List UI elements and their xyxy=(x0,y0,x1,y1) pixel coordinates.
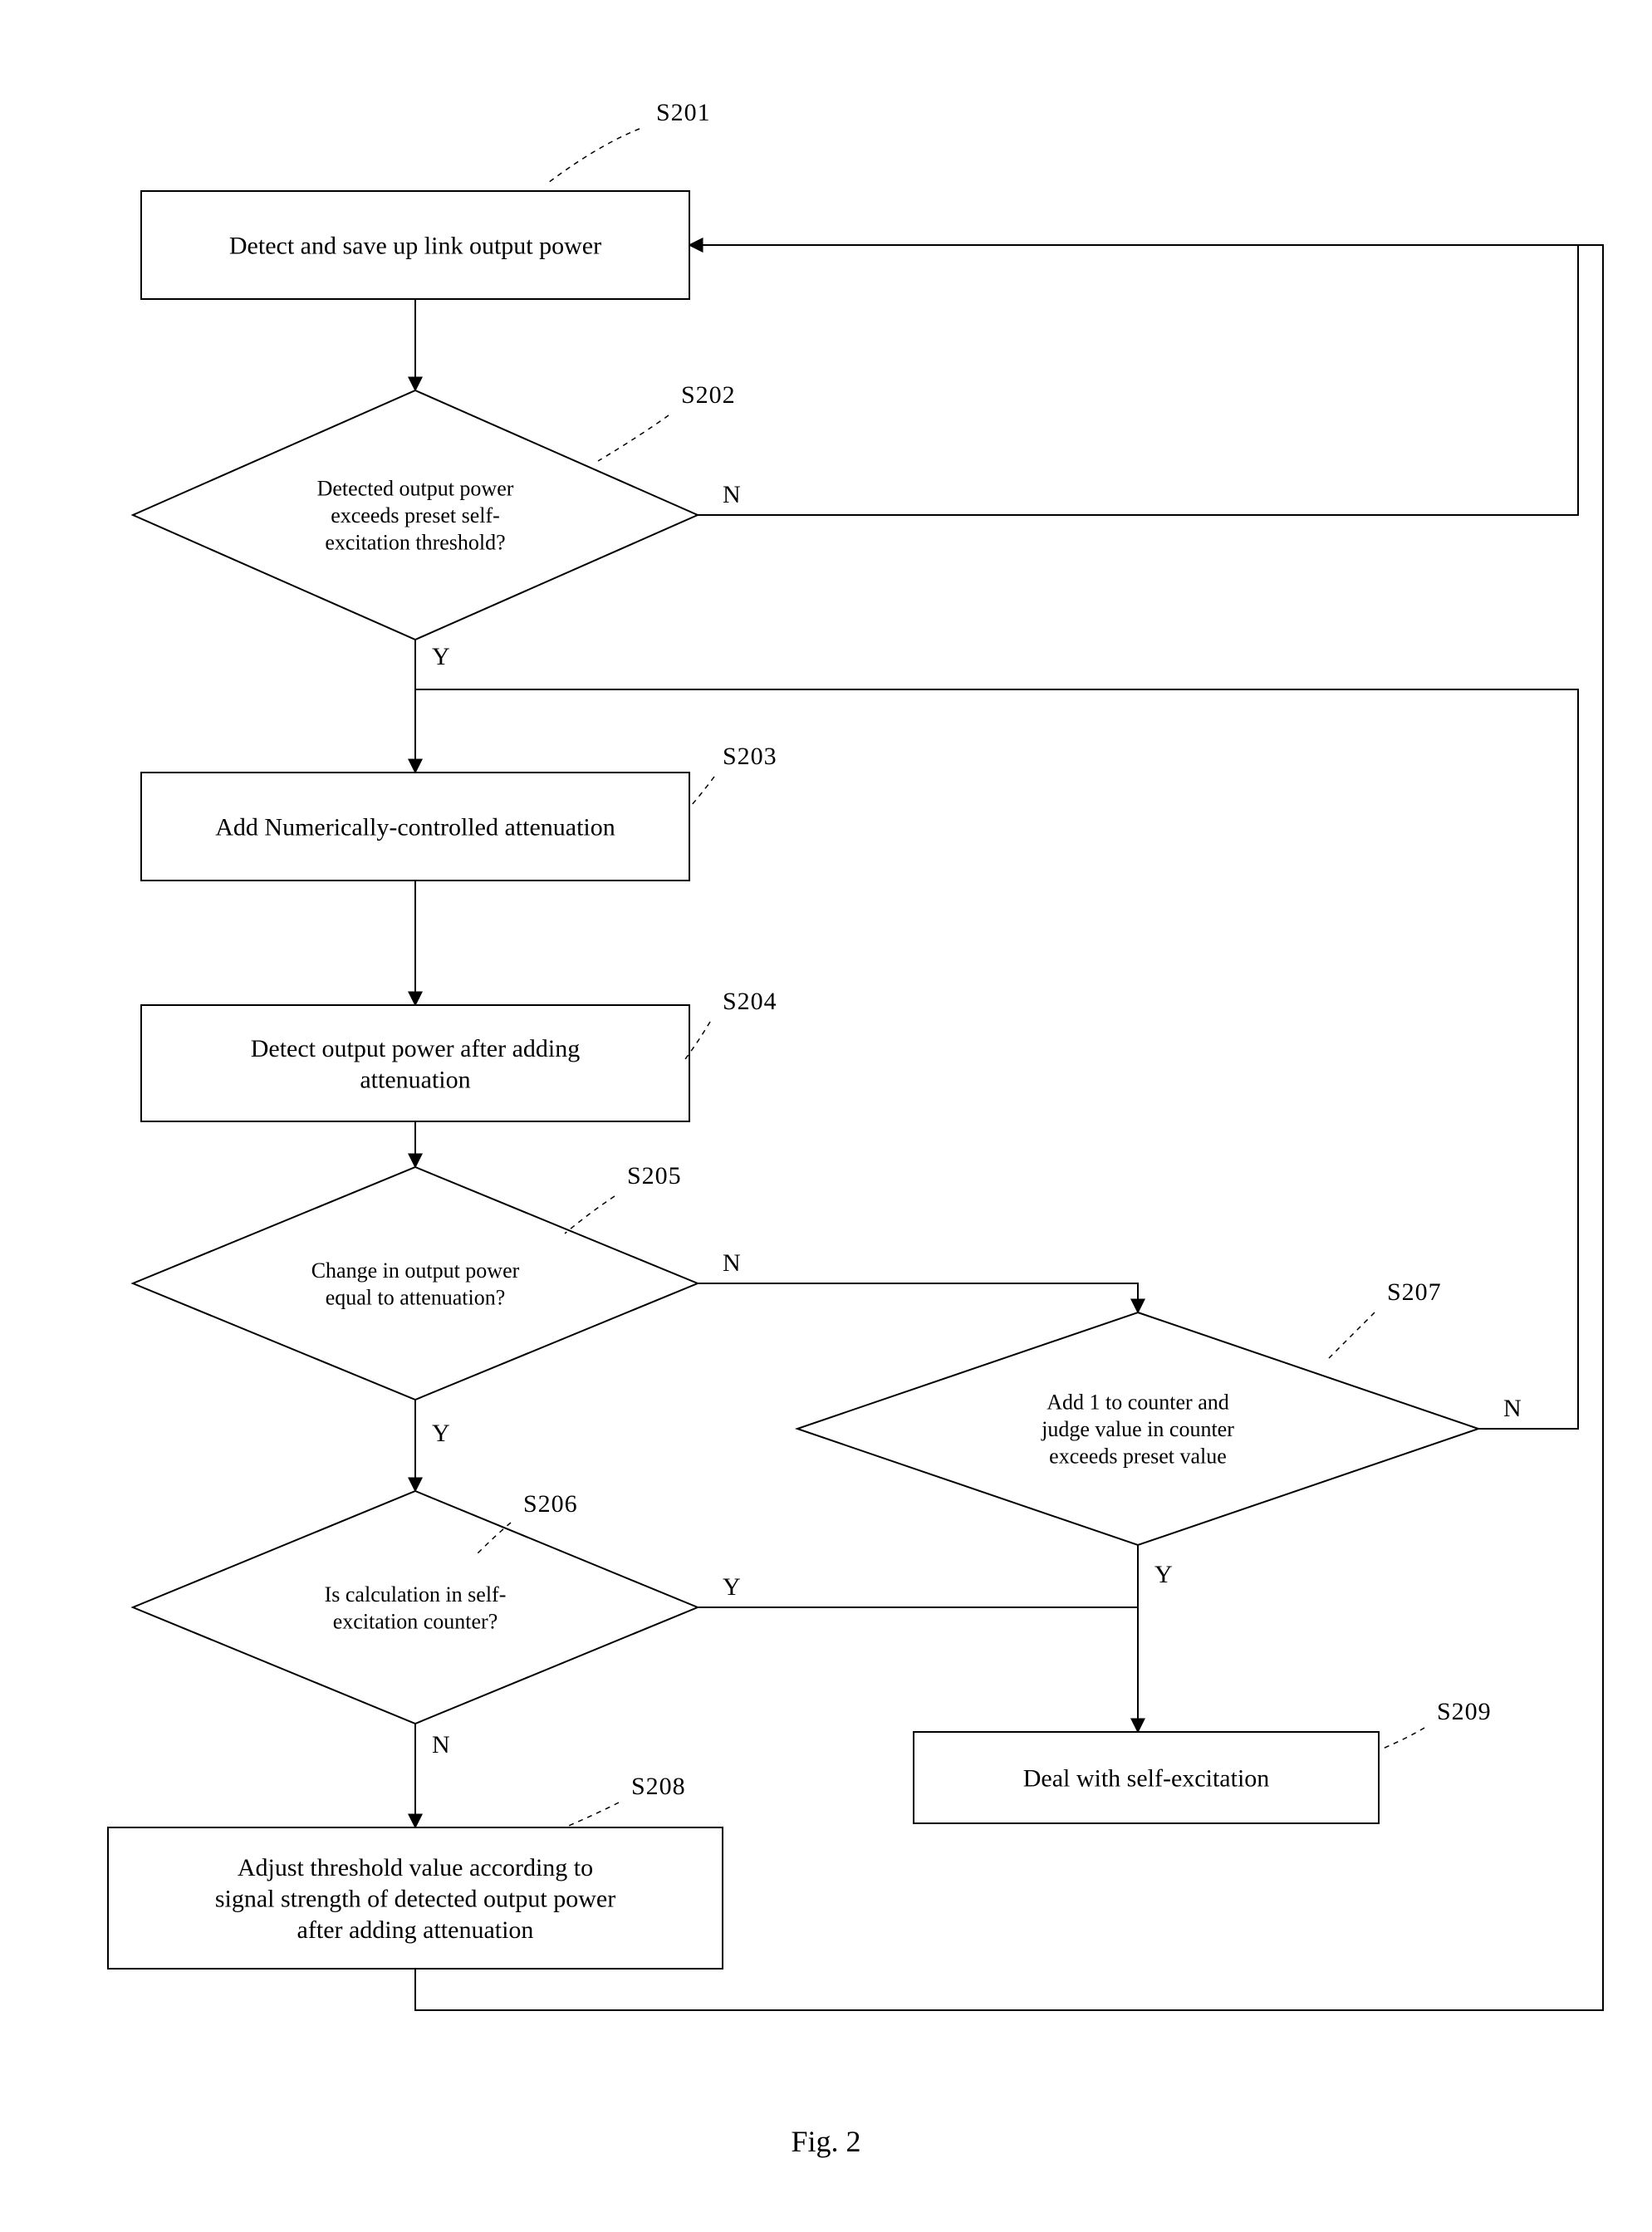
leader-s205 xyxy=(565,1196,615,1234)
node-n206-line0: Is calculation in self- xyxy=(325,1582,507,1607)
label-s202-n: N xyxy=(723,481,741,508)
leader-s203 xyxy=(691,777,714,806)
node-n208-line0: Adjust threshold value according to xyxy=(238,1854,593,1881)
step-s202: S202 xyxy=(681,381,736,409)
label-s202-y: Y xyxy=(432,643,450,670)
node-n205-line0: Change in output power xyxy=(311,1258,520,1283)
node-n204-line1: attenuation xyxy=(360,1066,470,1093)
node-n201-line0: Detect and save up link output power xyxy=(229,233,601,260)
step-s205: S205 xyxy=(627,1162,682,1190)
node-n206-line1: excitation counter? xyxy=(333,1609,498,1633)
step-s209: S209 xyxy=(1437,1698,1492,1725)
node-n202-line1: exceeds preset self- xyxy=(331,503,500,527)
node-n207-line0: Add 1 to counter and xyxy=(1047,1391,1229,1415)
step-s204: S204 xyxy=(723,988,777,1015)
node-n208-line2: after adding attenuation xyxy=(297,1916,534,1944)
node-n206 xyxy=(133,1491,698,1724)
node-n204 xyxy=(141,1005,689,1121)
figure-caption: Fig. 2 xyxy=(791,2125,860,2158)
node-n202-line2: excitation threshold? xyxy=(325,531,505,555)
step-s203: S203 xyxy=(723,743,777,770)
node-n207-line1: judge value in counter xyxy=(1041,1417,1234,1441)
leader-s202 xyxy=(598,415,669,461)
node-n205 xyxy=(133,1167,698,1400)
leader-s209 xyxy=(1383,1728,1424,1749)
node-n202-line0: Detected output power xyxy=(317,477,514,501)
label-s206-y: Y xyxy=(723,1573,741,1601)
node-n208-line1: signal strength of detected output power xyxy=(215,1886,615,1913)
step-s201: S201 xyxy=(656,99,711,126)
label-s205-y: Y xyxy=(432,1420,450,1447)
label-s207-y: Y xyxy=(1154,1561,1173,1588)
leader-s201 xyxy=(548,129,640,183)
node-n205-line1: equal to attenuation? xyxy=(326,1285,506,1309)
node-n209-line0: Deal with self-excitation xyxy=(1023,1765,1270,1793)
node-n203-line0: Add Numerically-controlled attenuation xyxy=(215,814,615,841)
step-s207: S207 xyxy=(1387,1278,1442,1306)
label-s206-n: N xyxy=(432,1731,450,1759)
step-s206: S206 xyxy=(523,1490,578,1518)
edge-s202-n-loop xyxy=(689,245,1578,515)
edge-s205-n-s207 xyxy=(698,1283,1138,1312)
label-s207-n: N xyxy=(1503,1395,1522,1422)
leader-s207 xyxy=(1329,1312,1375,1358)
node-n207-line2: exceeds preset value xyxy=(1049,1445,1227,1469)
node-n204-line0: Detect output power after adding xyxy=(251,1035,581,1062)
label-s205-n: N xyxy=(723,1249,741,1277)
leader-s208 xyxy=(565,1803,619,1827)
step-s208: S208 xyxy=(631,1773,686,1800)
